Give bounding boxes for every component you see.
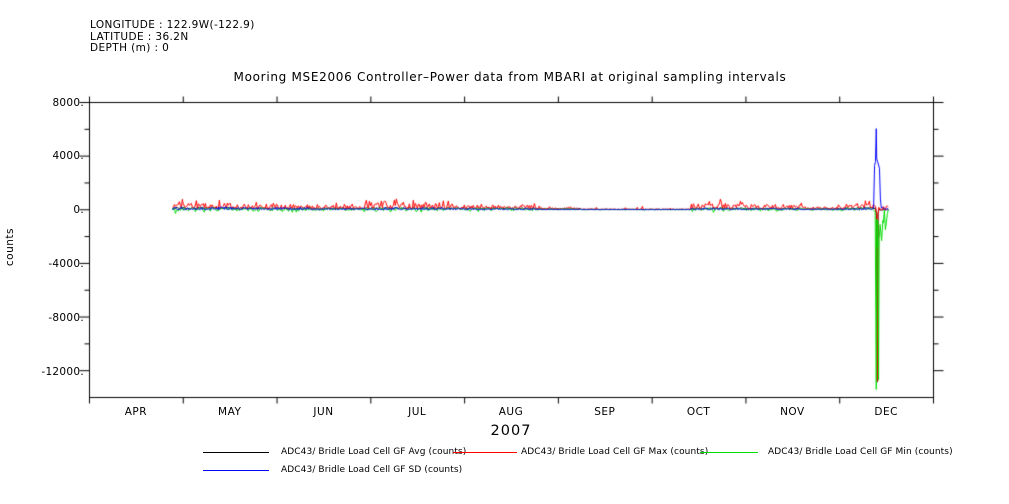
month-label-oct: OCT <box>686 406 711 418</box>
month-label-jul: JUL <box>408 406 427 418</box>
month-label-may: MAY <box>218 406 242 418</box>
header-longitude: LONGITUDE : 122.9W(-122.9) <box>90 19 255 31</box>
ytick-label-neg4000: -4000. <box>48 257 84 270</box>
header-latitude: LATITUDE : 36.2N <box>90 30 189 43</box>
month-label-apr: APR <box>124 406 148 418</box>
month-label-dec: DEC <box>874 406 898 418</box>
header-depth: DEPTH (m) : 0 <box>90 42 170 54</box>
y-axis-label: counts <box>4 228 16 267</box>
ytick-label-0: 0. <box>73 204 84 217</box>
ytick-label-4000: 4000. <box>52 150 84 163</box>
legend-label-max: ADC43/ Bridle Load Cell GF Max (counts) <box>521 447 709 457</box>
month-label-nov: NOV <box>780 406 805 418</box>
legend-label-avg: ADC43/ Bridle Load Cell GF Avg (counts) <box>281 447 467 457</box>
month-label-jun: JUN <box>313 406 334 418</box>
legend-line-avg <box>203 452 269 453</box>
x-axis-year-label: 2007 <box>490 423 532 439</box>
month-label-sep: SEP <box>594 406 616 418</box>
ytick-label-neg8000: -8000. <box>48 311 84 324</box>
ytick-label-neg12000: -12000. <box>41 365 84 378</box>
chart-title: Mooring MSE2006 Controller–Power data fr… <box>233 70 787 84</box>
legend-line-min <box>700 452 758 453</box>
legend-line-max <box>453 452 517 453</box>
legend-label-sd: ADC43/ Bridle Load Cell GF SD (counts) <box>281 465 463 475</box>
month-label-aug: AUG <box>498 406 524 418</box>
ytick-label-8000: 8000. <box>52 96 84 109</box>
legend-label-min: ADC43/ Bridle Load Cell GF Min (counts) <box>768 447 953 457</box>
legend-line-sd <box>203 470 269 471</box>
